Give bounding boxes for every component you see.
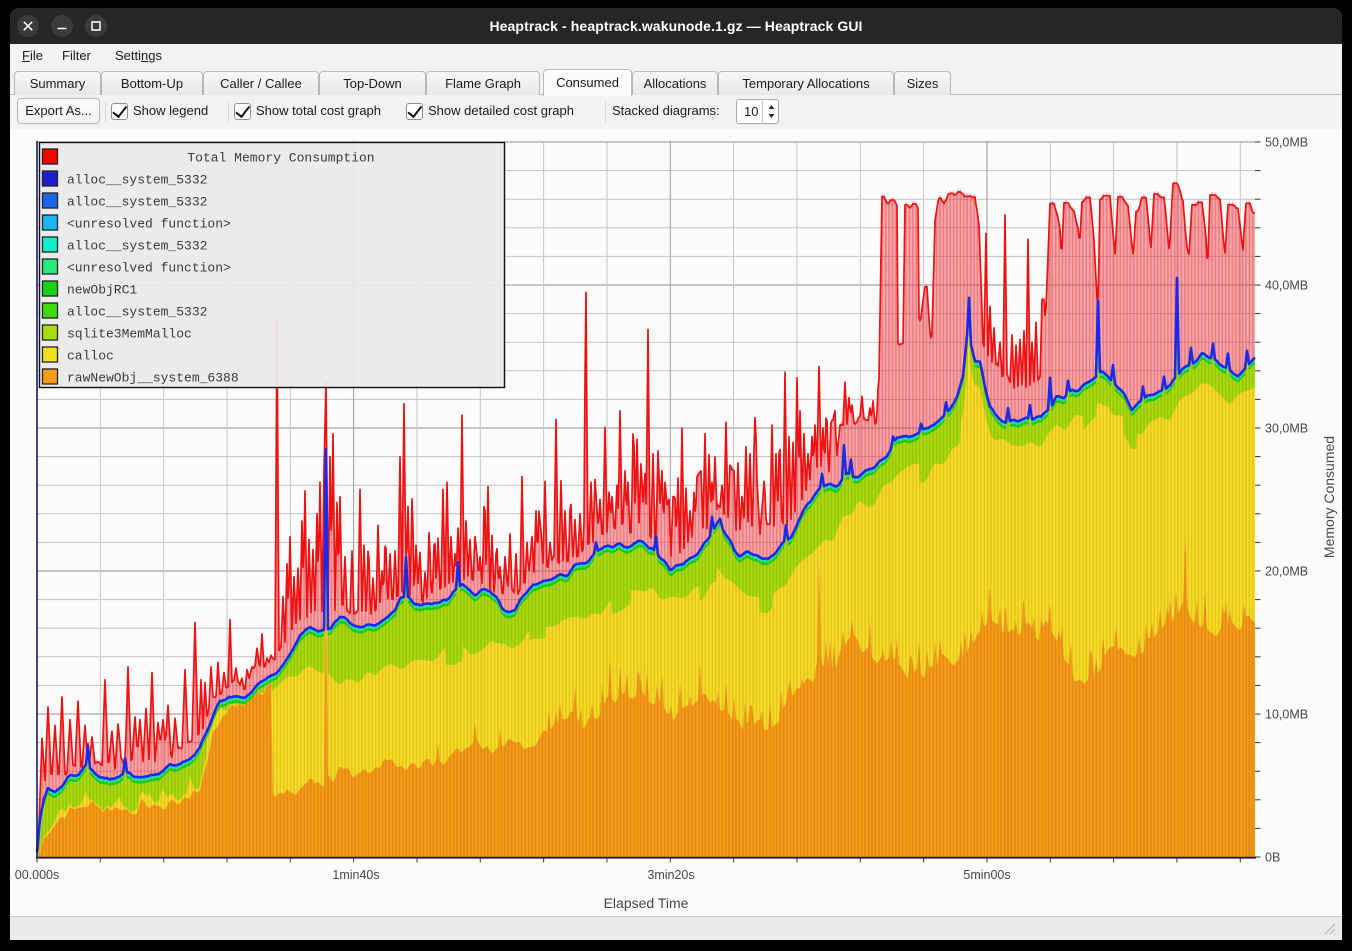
- svg-text:rawNewObj__system_6388: rawNewObj__system_6388: [67, 371, 239, 386]
- svg-text:<unresolved function>: <unresolved function>: [67, 261, 231, 276]
- svg-text:Memory Consumed: Memory Consumed: [1321, 436, 1337, 558]
- svg-text:Elapsed Time: Elapsed Time: [604, 895, 689, 911]
- svg-text:sqlite3MemMalloc: sqlite3MemMalloc: [67, 327, 192, 342]
- svg-text:00.000s: 00.000s: [15, 868, 59, 882]
- svg-text:40,0MB: 40,0MB: [1265, 279, 1308, 293]
- svg-text:calloc: calloc: [67, 349, 114, 364]
- svg-text:<unresolved function>: <unresolved function>: [67, 217, 231, 232]
- svg-text:alloc__system_5332: alloc__system_5332: [67, 173, 207, 188]
- svg-text:alloc__system_5332: alloc__system_5332: [67, 195, 207, 210]
- svg-text:alloc__system_5332: alloc__system_5332: [67, 305, 207, 320]
- svg-text:0B: 0B: [1265, 851, 1280, 865]
- svg-text:30,0MB: 30,0MB: [1265, 422, 1308, 436]
- svg-text:5min00s: 5min00s: [963, 868, 1010, 882]
- svg-text:10,0MB: 10,0MB: [1265, 708, 1308, 722]
- svg-text:50,0MB: 50,0MB: [1265, 136, 1308, 150]
- svg-text:alloc__system_5332: alloc__system_5332: [67, 239, 207, 254]
- svg-text:newObjRC1: newObjRC1: [67, 283, 137, 298]
- svg-text:20,0MB: 20,0MB: [1265, 565, 1308, 579]
- svg-text:3min20s: 3min20s: [647, 868, 694, 882]
- svg-text:Total Memory Consumption: Total Memory Consumption: [187, 151, 374, 166]
- svg-text:1min40s: 1min40s: [332, 868, 379, 882]
